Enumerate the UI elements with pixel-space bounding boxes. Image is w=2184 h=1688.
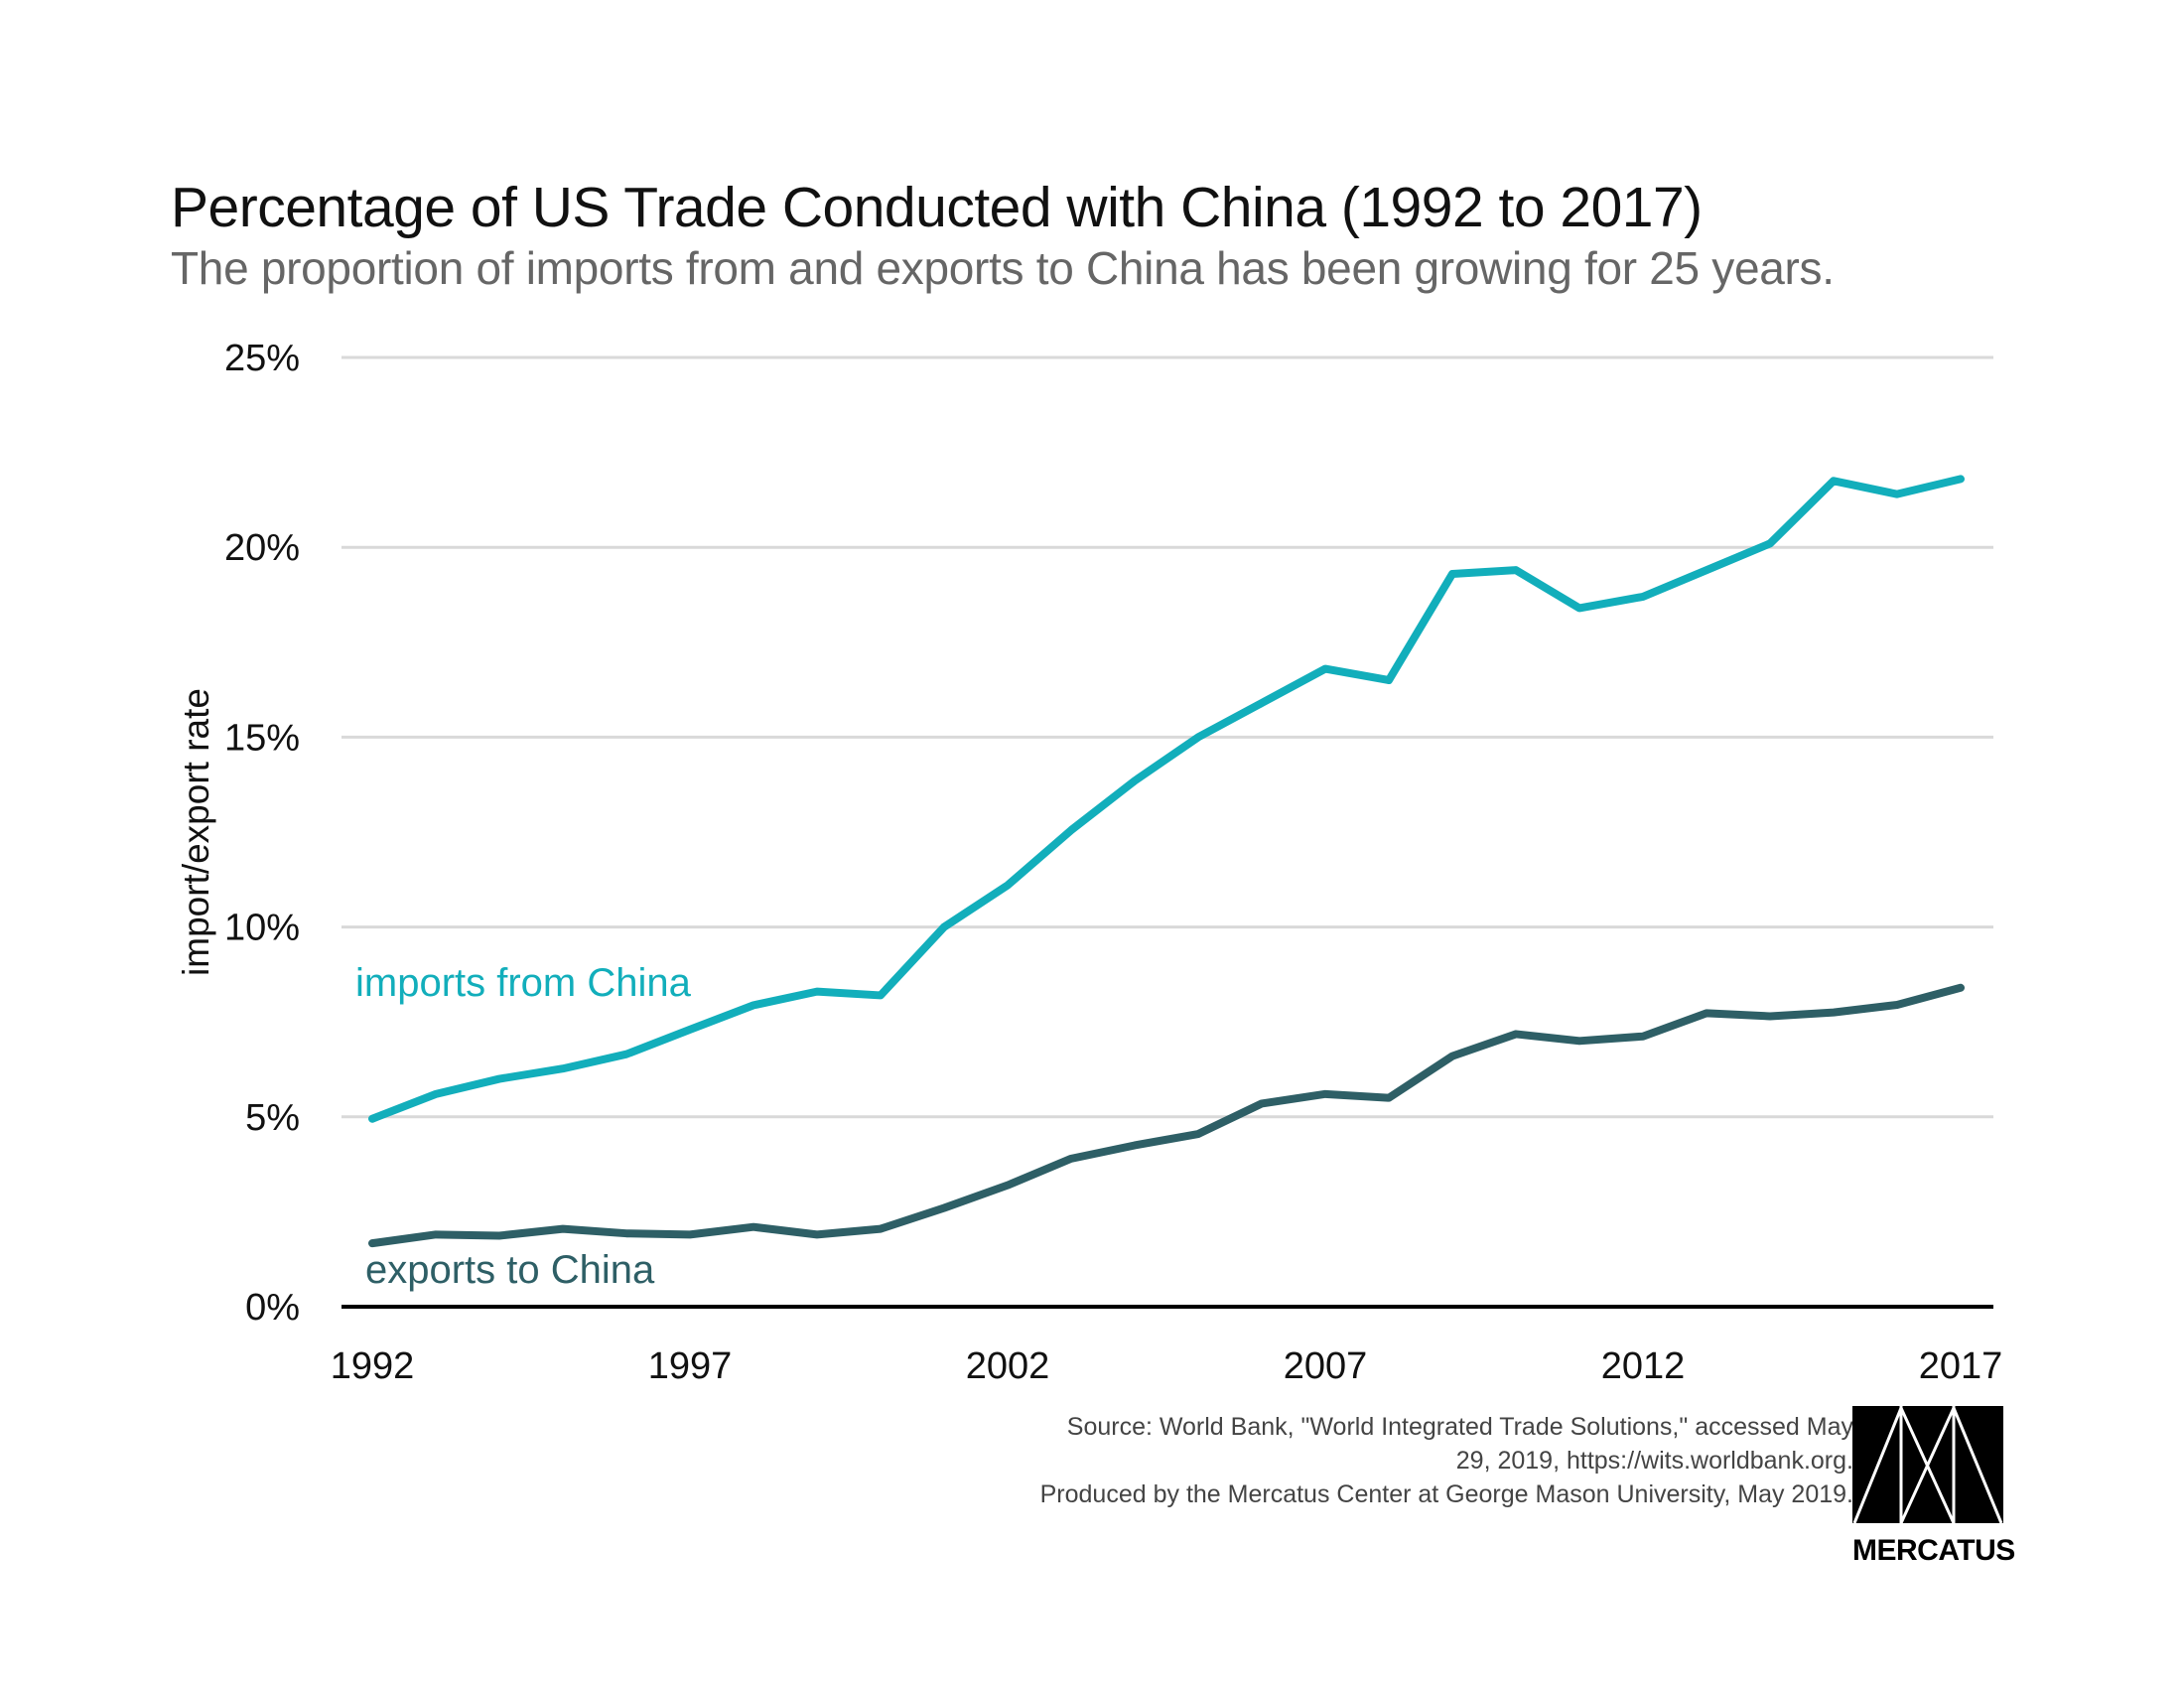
series-line-exports — [368, 983, 1965, 1248]
x-tick-label: 1997 — [648, 1345, 733, 1387]
y-axis-ticks: 0% 5% 10% 15% 20% 25% — [224, 338, 300, 1329]
y-tick-label: 10% — [224, 908, 300, 949]
series-lines — [368, 475, 1965, 1248]
produced-by: Produced by the Mercatus Center at Georg… — [1039, 1480, 1853, 1508]
x-tick-label: 2002 — [966, 1345, 1050, 1387]
y-axis-label: import/export rate — [176, 688, 216, 976]
source-line-1: Source: World Bank, "World Integrated Tr… — [1066, 1413, 1853, 1441]
x-tick-label: 2007 — [1284, 1345, 1368, 1387]
chart-title: Percentage of US Trade Conducted with Ch… — [171, 176, 1703, 239]
gridlines — [341, 355, 1993, 1119]
x-tick-label: 1992 — [331, 1345, 415, 1387]
mercatus-logo-icon — [1852, 1406, 2003, 1524]
x-tick-label: 2017 — [1919, 1345, 2003, 1387]
mercatus-logo: MERCATUS — [1852, 1406, 2015, 1568]
source-note: Source: World Bank, "World Integrated Tr… — [1040, 1410, 1853, 1511]
series-label-exports: exports to China — [365, 1248, 655, 1292]
x-tick-label: 2012 — [1601, 1345, 1686, 1387]
chart-subtitle: The proportion of imports from and expor… — [171, 242, 1835, 294]
y-tick-label: 0% — [245, 1287, 300, 1329]
series-label-imports: imports from China — [355, 961, 692, 1005]
x-axis-ticks: 1992 1997 2002 2007 2012 2017 — [331, 1345, 2003, 1387]
y-tick-label: 20% — [224, 527, 300, 569]
series-line-imports — [368, 475, 1965, 1123]
logo-wordmark: MERCATUS — [1852, 1534, 2015, 1567]
y-tick-label: 15% — [224, 717, 300, 759]
y-tick-label: 25% — [224, 338, 300, 379]
y-tick-label: 5% — [245, 1097, 300, 1139]
source-line-2: 29, 2019, https://wits.worldbank.org. — [1455, 1447, 1853, 1475]
